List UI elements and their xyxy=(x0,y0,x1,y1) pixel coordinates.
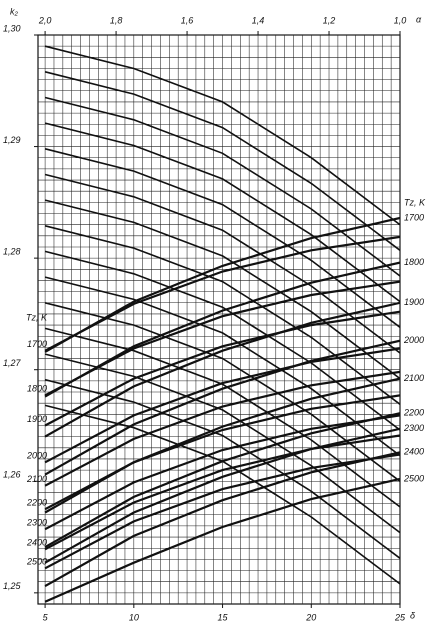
alpha-curve xyxy=(44,225,400,405)
x-axis-label: δ xyxy=(410,610,416,620)
x2-tick-label: 1,4 xyxy=(252,15,265,25)
y-tick-label: 1,25 xyxy=(3,581,22,591)
alpha-curve xyxy=(44,122,400,303)
series-label: 1900 xyxy=(27,414,47,424)
series-label: 1700 xyxy=(404,212,424,222)
alpha-curve xyxy=(44,199,400,380)
alpha-curve xyxy=(44,276,400,457)
series-label: 2100 xyxy=(26,474,47,484)
x2-tick-label: 1,6 xyxy=(181,15,194,25)
series-label: 2100 xyxy=(403,373,424,383)
x2-axis-label: α xyxy=(416,14,422,24)
series-label-right: Tz, K xyxy=(404,197,426,207)
series-label: 2300 xyxy=(26,518,47,528)
y-tick-label: 1,27 xyxy=(3,358,22,368)
x-tick-label: 15 xyxy=(218,612,229,622)
tz-line xyxy=(44,370,400,487)
series-label: 1700 xyxy=(27,339,47,349)
alpha-curve xyxy=(44,353,400,534)
y-tick-label: 1,29 xyxy=(3,135,21,145)
tz-line xyxy=(44,310,400,427)
alpha-curve xyxy=(44,71,400,251)
alpha-curve xyxy=(44,250,400,431)
series-label: 1900 xyxy=(404,297,424,307)
tz-line xyxy=(44,451,400,588)
y-tick-label: 1,26 xyxy=(3,470,21,480)
series-label: 2000 xyxy=(403,335,424,345)
tz-line xyxy=(44,301,400,438)
x2-tick-label: 1,8 xyxy=(110,15,123,25)
series-label: 2300 xyxy=(403,423,424,433)
x2-tick-label: 1,2 xyxy=(323,15,336,25)
tz-line xyxy=(44,427,400,564)
tz-line xyxy=(44,339,400,476)
series-label: 2200 xyxy=(26,498,47,508)
x2-tick-label: 2,0 xyxy=(38,15,52,25)
tz-line xyxy=(44,477,400,603)
x2-tick-label: 1,0 xyxy=(394,15,407,25)
tz-line xyxy=(44,261,400,398)
series-label: 2500 xyxy=(26,557,47,567)
y-axis-label: k₂ xyxy=(10,6,19,16)
series-label: 1800 xyxy=(404,257,424,267)
y-tick-label: 1,30 xyxy=(3,23,21,33)
alpha-curve xyxy=(44,148,400,328)
tz-line xyxy=(44,434,400,551)
x-tick-label: 20 xyxy=(305,612,316,622)
x-tick-label: 10 xyxy=(129,612,139,622)
alpha-curve xyxy=(44,173,400,354)
x-tick-label: 25 xyxy=(394,612,406,622)
curves xyxy=(44,45,400,603)
tz-line xyxy=(44,377,400,514)
y-tick-label: 1,28 xyxy=(3,247,21,257)
tz-line xyxy=(44,347,400,464)
tz-line xyxy=(44,453,400,570)
alpha-curve xyxy=(44,45,400,226)
series-label: 2400 xyxy=(26,538,47,548)
series-label: 2500 xyxy=(403,473,424,483)
series-label-left: Tz, K xyxy=(26,312,48,322)
tz-line xyxy=(44,216,400,353)
series-label: 2200 xyxy=(403,408,424,418)
series-label: 2400 xyxy=(403,447,424,457)
tz-line xyxy=(44,412,400,549)
tz-line xyxy=(44,414,400,531)
x-tick-label: 5 xyxy=(43,612,49,622)
series-label: 1800 xyxy=(27,384,47,394)
series-label: 2000 xyxy=(26,451,47,461)
